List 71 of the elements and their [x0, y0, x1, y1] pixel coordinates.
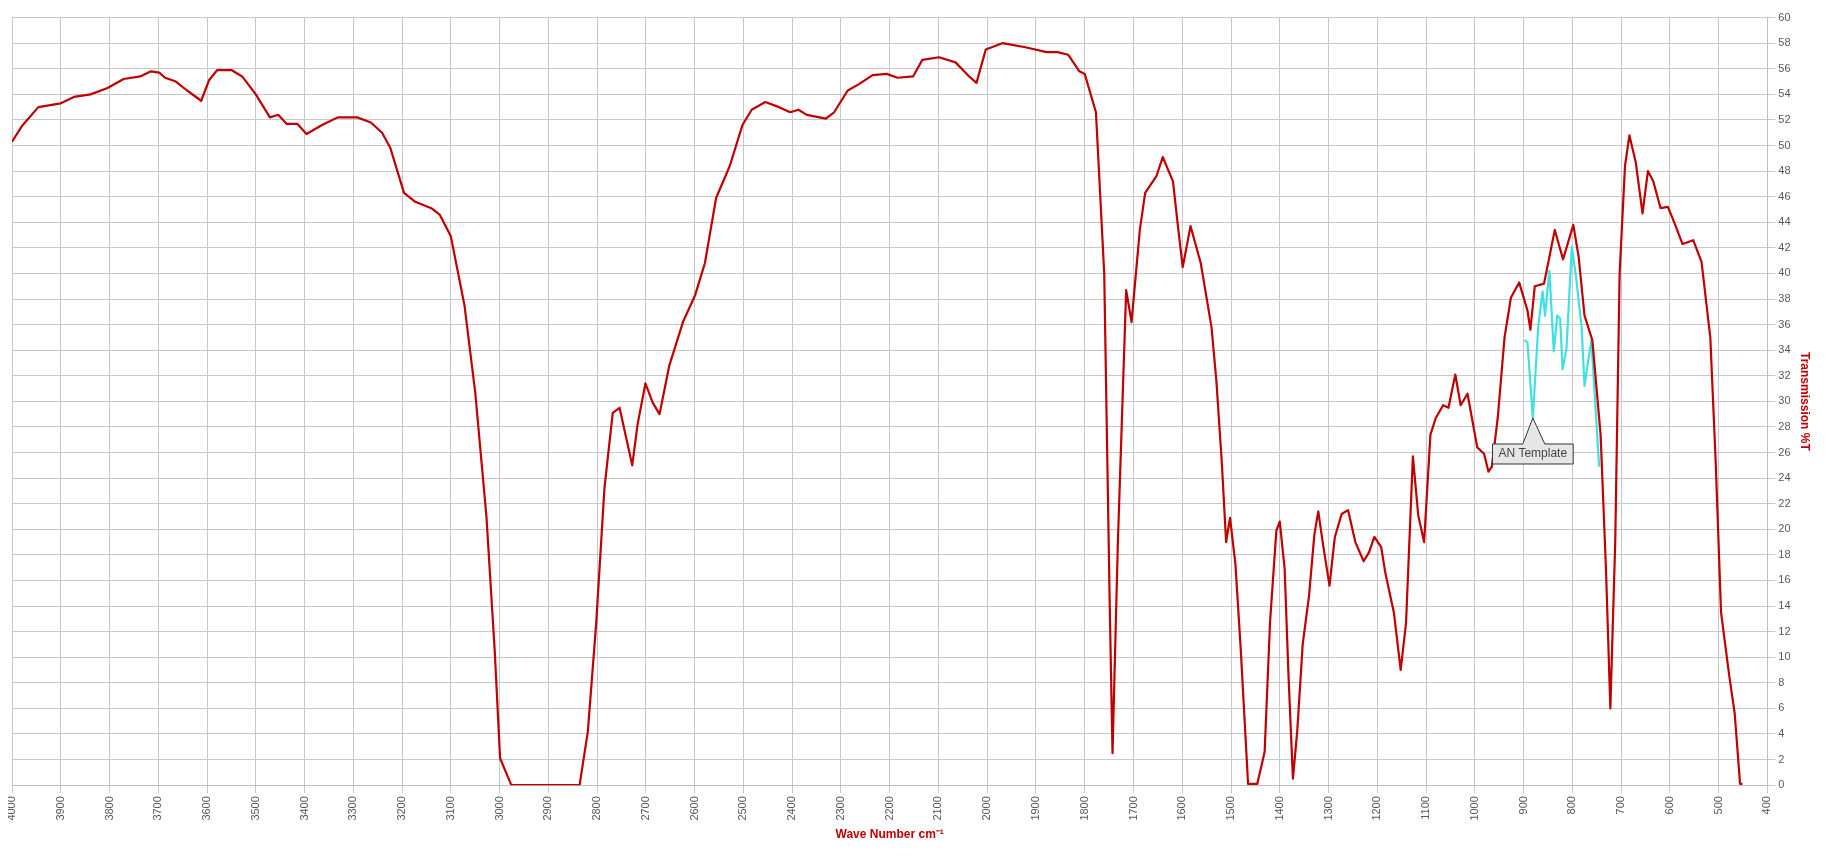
x-tick-label: 3000	[492, 796, 505, 821]
x-tick-label: 3900	[53, 796, 66, 821]
x-tick-label: 1600	[1175, 796, 1188, 821]
x-tick-label: 2800	[590, 796, 603, 821]
x-tick-label: 1400	[1272, 796, 1285, 821]
x-tick-label: 3300	[346, 796, 359, 821]
y-tick-label: 30	[1778, 394, 1791, 407]
x-tick-label: 1800	[1077, 796, 1090, 821]
y-tick-label: 58	[1778, 36, 1791, 49]
x-tick-label: 1700	[1126, 796, 1139, 821]
y-tick-label: 14	[1778, 599, 1791, 612]
y-tick-label: 26	[1778, 445, 1791, 458]
y-tick-label: 36	[1778, 317, 1791, 330]
x-tick-label: 3500	[248, 796, 261, 821]
y-tick-label: 8	[1778, 675, 1785, 688]
y-tick-label: 52	[1778, 112, 1791, 125]
x-tick-label: 1200	[1370, 796, 1383, 821]
x-tick-label: 600	[1662, 796, 1675, 815]
x-tick-label: 3100	[443, 796, 456, 821]
y-tick-label: 40	[1778, 266, 1791, 279]
y-tick-label: 0	[1778, 778, 1785, 791]
y-tick-label: 46	[1778, 189, 1791, 202]
x-tick-label: 3800	[102, 796, 115, 821]
x-tick-label: 3600	[200, 796, 213, 821]
x-tick-label: 1100	[1419, 796, 1432, 820]
x-tick-label: 1300	[1321, 796, 1334, 821]
y-tick-label: 44	[1778, 215, 1791, 228]
y-tick-label: 34	[1778, 343, 1791, 356]
y-tick-label: 4	[1778, 726, 1785, 739]
x-tick-label: 1500	[1224, 796, 1237, 821]
y-tick-label: 54	[1778, 87, 1791, 100]
x-tick-label: 3700	[151, 796, 164, 821]
x-tick-label: 2200	[882, 796, 895, 821]
y-tick-label: 2	[1778, 752, 1785, 765]
x-tick-label: 3200	[395, 796, 408, 821]
x-tick-label: 2700	[638, 796, 651, 821]
annotation: AN Template	[1498, 446, 1568, 461]
x-tick-label: 4000	[5, 796, 18, 821]
y-axis-title: Transmission %T	[1798, 352, 1813, 452]
y-tick-label: 48	[1778, 164, 1791, 177]
x-tick-label: 1000	[1467, 796, 1480, 821]
y-tick-label: 10	[1778, 650, 1791, 663]
y-tick-label: 20	[1778, 522, 1791, 535]
x-tick-label: 500	[1711, 796, 1724, 815]
x-tick-label: 2400	[785, 796, 798, 821]
y-tick-label: 42	[1778, 240, 1791, 253]
y-tick-label: 32	[1778, 368, 1791, 381]
y-tick-label: 16	[1778, 573, 1791, 586]
y-tick-label: 28	[1778, 419, 1791, 432]
y-tick-label: 22	[1778, 496, 1791, 509]
y-tick-label: 12	[1778, 624, 1791, 637]
y-tick-label: 38	[1778, 292, 1791, 305]
y-tick-label: 24	[1778, 471, 1791, 484]
x-tick-label: 800	[1565, 796, 1578, 815]
y-tick-label: 50	[1778, 138, 1791, 151]
x-tick-label: 900	[1516, 796, 1529, 815]
x-axis-title: Wave Number cm⁻¹	[835, 827, 944, 842]
x-tick-label: 700	[1614, 796, 1627, 815]
y-tick-label: 60	[1778, 10, 1791, 23]
x-tick-label: 3400	[297, 796, 310, 821]
x-tick-label: 2600	[687, 796, 700, 821]
x-tick-label: 1900	[1028, 796, 1041, 821]
x-tick-label: 2500	[736, 796, 749, 821]
x-tick-label: 400	[1760, 796, 1773, 815]
y-tick-label: 56	[1778, 61, 1791, 74]
x-tick-label: 2300	[833, 796, 846, 821]
x-tick-label: 2900	[541, 796, 554, 821]
x-tick-label: 2100	[931, 796, 944, 821]
y-tick-label: 18	[1778, 547, 1791, 560]
x-tick-label: 2000	[980, 796, 993, 821]
y-tick-label: 6	[1778, 701, 1785, 714]
